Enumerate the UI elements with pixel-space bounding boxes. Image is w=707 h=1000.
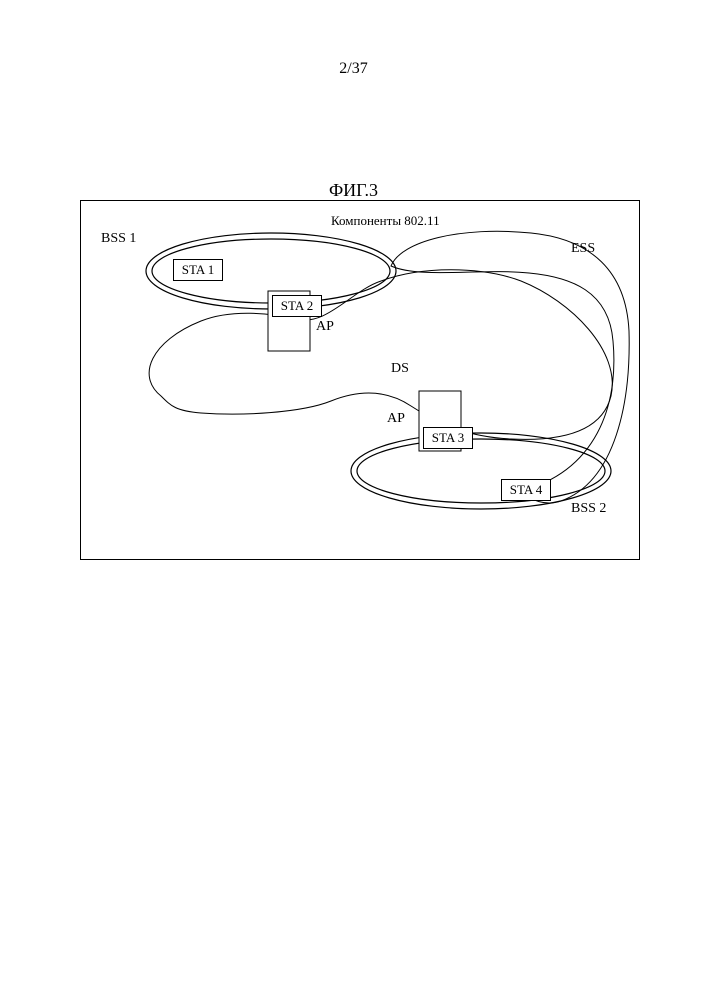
sta4-box: STA 4 xyxy=(501,479,551,501)
label-ess: ESS xyxy=(571,241,595,257)
label-ap2: AP xyxy=(387,411,405,427)
label-bss1: BSS 1 xyxy=(101,231,136,247)
sta4-label: STA 4 xyxy=(510,482,543,498)
label-ds: DS xyxy=(391,361,409,377)
figure-title: ФИГ.3 xyxy=(0,180,707,201)
sta1-box: STA 1 xyxy=(173,259,223,281)
bss2-ellipse-outer xyxy=(351,433,611,509)
label-ap1: AP xyxy=(316,319,334,335)
sta2-box: STA 2 xyxy=(272,295,322,317)
page-number: 2/37 xyxy=(0,60,707,78)
ds-blob xyxy=(149,270,612,440)
sta3-box: STA 3 xyxy=(423,427,473,449)
sta1-label: STA 1 xyxy=(182,262,215,278)
bss2-ellipse-inner xyxy=(357,439,605,503)
sta3-label: STA 3 xyxy=(432,430,465,446)
ess-blob xyxy=(391,231,629,503)
sta2-label: STA 2 xyxy=(281,298,314,314)
label-bss2: BSS 2 xyxy=(571,501,606,517)
diagram-svg xyxy=(81,201,641,561)
page: 2/37 ФИГ.3 Компоненты 802.11 BSS 1 ESS A… xyxy=(0,0,707,1000)
diagram-subtitle: Компоненты 802.11 xyxy=(331,213,440,229)
figure-frame: Компоненты 802.11 BSS 1 ESS AP DS AP BSS… xyxy=(80,200,640,560)
